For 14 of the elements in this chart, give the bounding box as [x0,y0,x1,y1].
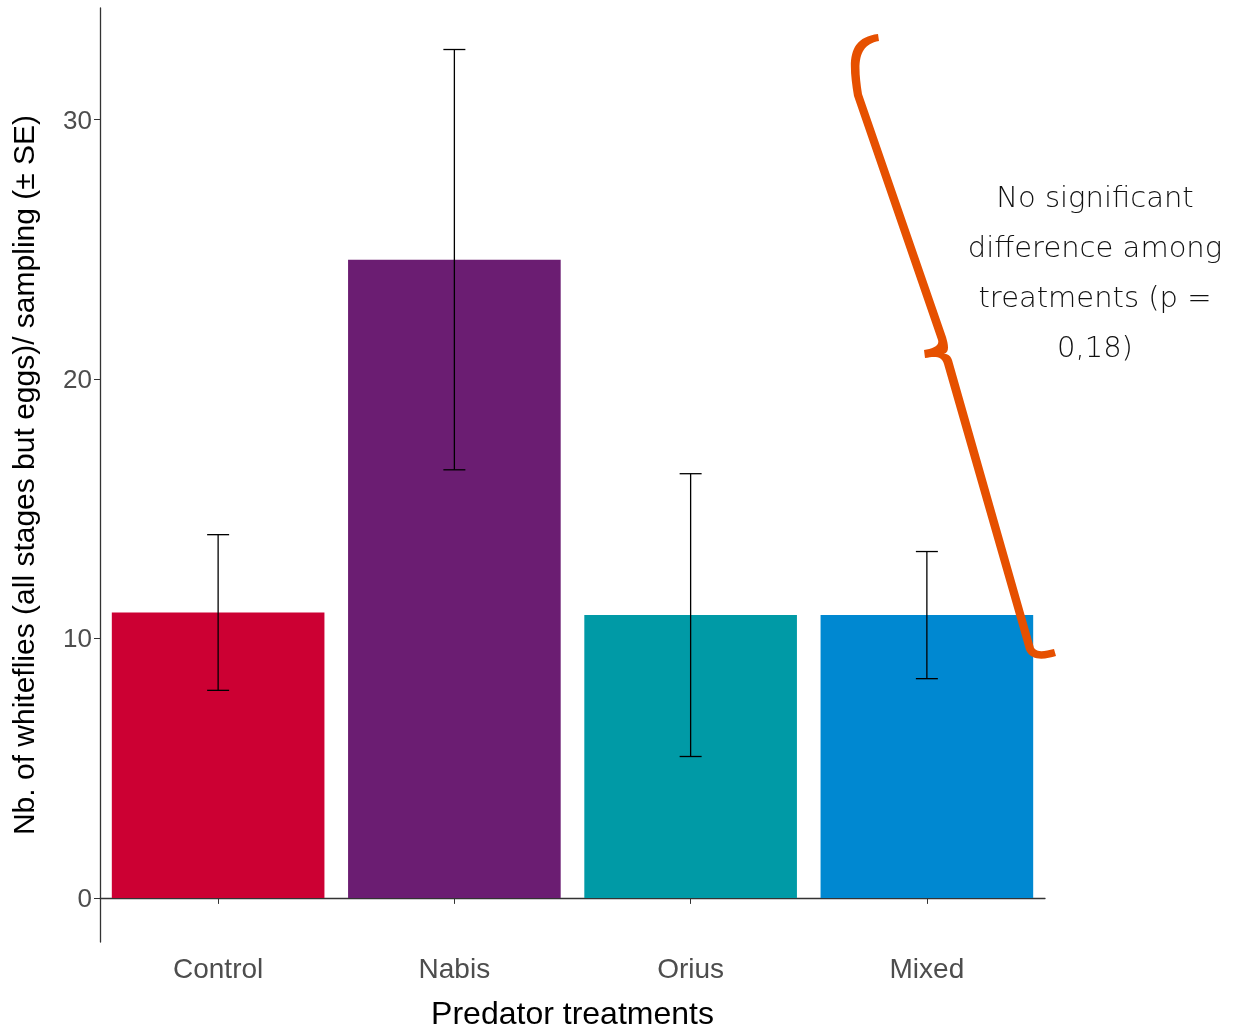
bar [348,259,561,898]
x-axis-title: Predator treatments [431,995,714,1031]
x-tick-label: Orius [657,952,725,984]
x-tick-label: Control [172,952,264,984]
y-axis-title: Nb. of whiteflies (all stages but eggs)/ sampling (± SE) [6,114,40,836]
y-tick-label: 10 [63,623,92,654]
x-tick-label: Mixed [889,952,965,984]
bar [111,612,325,898]
annotation: No significant difference among treatments (p = 0,18) [966,179,1224,366]
bar [584,615,797,898]
x-tick-label: Nabis [418,952,491,984]
y-tick-label: 20 [63,364,92,395]
y-tick-label: 0 [77,882,92,913]
y-tick-label: 30 [63,104,92,135]
